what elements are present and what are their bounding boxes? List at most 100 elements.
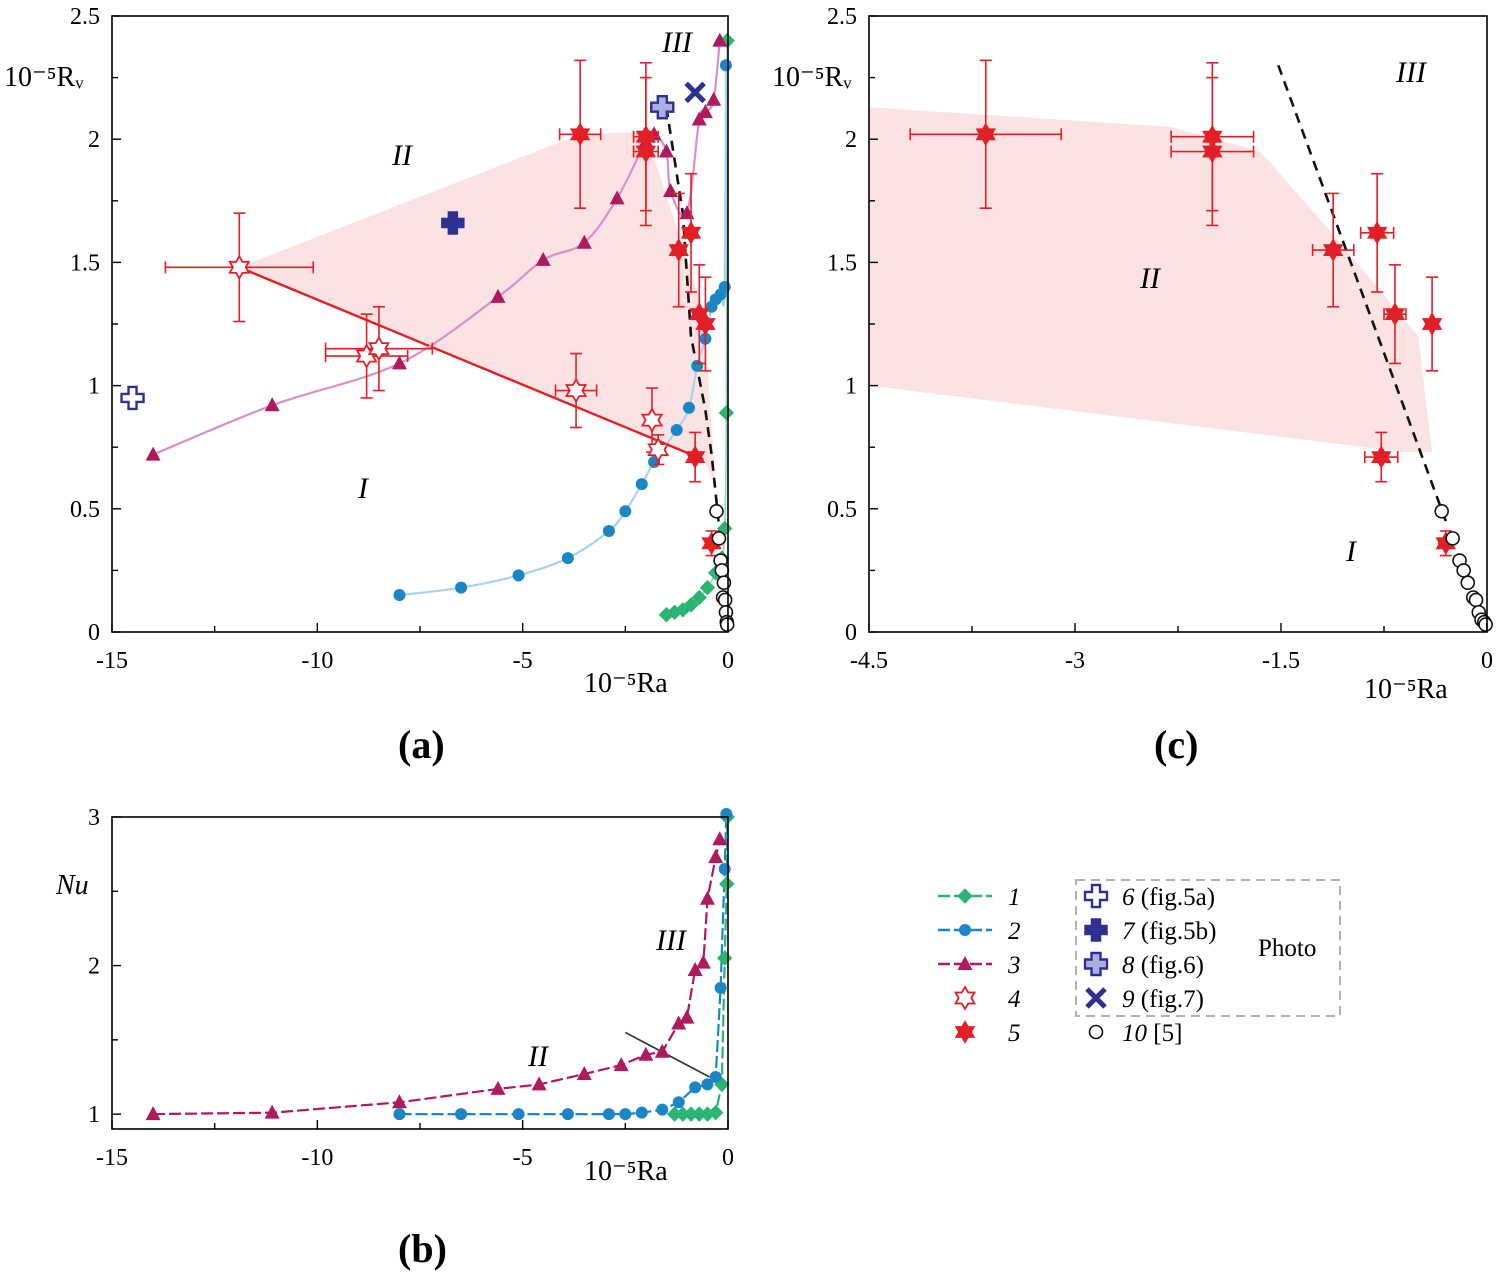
panel-a-ytick-label: 1: [88, 374, 100, 400]
panel-c-xtick-label: -4.5: [850, 648, 888, 674]
panel-a-series-4-point: [367, 335, 391, 362]
panel-c-series-10-point: [1460, 575, 1476, 591]
panel-b: Nu 10⁻⁵Ra II III (b) -15 -10 -5 0 1 2 3: [55, 805, 735, 1271]
panel-b-series-3-point: [638, 1046, 654, 1061]
panel-c-series-10-point: [1456, 563, 1471, 578]
panel-a-series-4-point: [228, 254, 251, 281]
panel-c-label: (c): [1154, 722, 1198, 767]
panel-c-series-10-point: [1445, 531, 1460, 546]
panel-c-series-5-point: [975, 122, 996, 147]
panel-a-xtick-label: 0: [722, 648, 734, 674]
diamond-line-icon: [957, 888, 973, 904]
panel-a-series-10-point: [714, 563, 730, 578]
panel-a-series-6-point: [120, 385, 145, 411]
panel-a-series-2-point: [635, 478, 648, 491]
panel-b-ytick-label: 1: [88, 1102, 100, 1128]
panel-a-series-5-point: [569, 122, 591, 147]
panel-a-series-4-point: [640, 407, 664, 433]
panel-a-boundary-line: [665, 107, 722, 534]
panel-a-ytick-label: 2: [88, 127, 100, 153]
panel-c-series-10-point: [1468, 592, 1484, 608]
panel-a-series-10-point: [709, 503, 724, 519]
open-star-icon: [953, 985, 977, 1011]
x-mark-icon: [1085, 987, 1107, 1009]
legend-item-3-label: 3: [1007, 952, 1021, 979]
panel-b-ylabel: Nu: [55, 870, 89, 901]
panel-a-series-3-point: [658, 143, 674, 158]
panel-b-ytick-label: 2: [88, 954, 100, 980]
filled-star-icon: [954, 1020, 976, 1044]
panel-a-xtick-label: -5: [513, 648, 533, 674]
panel-c-region-1: I: [1345, 535, 1358, 568]
legend-item-2-label: 2: [1008, 918, 1021, 945]
panel-a-series-3-point: [712, 32, 728, 47]
open-circle-icon: [1088, 1024, 1104, 1040]
panel-a-xlabel: 10⁻⁵Ra: [584, 668, 668, 699]
panel-b-series-2-point: [455, 1108, 468, 1121]
panel-a-series-1-point: [718, 404, 735, 421]
panel-c-series-10-point: [1434, 503, 1449, 519]
panel-b-xtick-label: -10: [301, 1145, 333, 1171]
panel-c-xtick-label: 0: [1481, 648, 1493, 674]
panel-a-series-10-point: [719, 617, 735, 632]
panel-a-series-1-point: [699, 579, 716, 596]
legend-item-9-label: 9 (fig.7): [1122, 986, 1204, 1013]
panel-c-region-3: III: [1395, 56, 1428, 89]
legend: Photo 1 2 3 4 5 6 (fig.5a) 7 (fig.5b) 8 (fig.6)…: [938, 879, 1341, 1047]
panel-b-series-2-point: [709, 1071, 722, 1083]
panel-b-series-3-point: [695, 954, 711, 969]
panel-a-series-3-point: [609, 190, 625, 205]
panel-a-ytick-label: 1.5: [70, 250, 100, 276]
panel-a-series-5-point: [680, 221, 702, 245]
panel-a-series-3-point: [490, 288, 506, 303]
panel-c-region-2: II: [1139, 262, 1162, 295]
panel-b-series-2-point: [619, 1108, 632, 1121]
panel-c-shaded-region: [869, 107, 1433, 453]
panel-a-fit-line: [238, 266, 704, 461]
panel-a-series-3-point: [663, 182, 679, 197]
panel-b-series-1-point: [717, 950, 733, 966]
legend-item-7-label: 7 (fig.5b): [1122, 918, 1216, 945]
panel-a-series-5-point: [635, 139, 657, 164]
panel-a-series-3-point: [576, 234, 592, 249]
panel-b-series-3-point: [687, 962, 703, 977]
panel-a-series-7-point: [441, 211, 465, 235]
panel-c-xtick-label: -3: [1065, 648, 1085, 674]
panel-a-series-2-point: [719, 59, 732, 72]
legend-item-8-label: 8 (fig.6): [1122, 952, 1204, 979]
panel-b-xtick-label: -5: [513, 1145, 533, 1171]
panel-b-series-2-point: [672, 1096, 685, 1109]
panel-b-series-3-point: [699, 890, 715, 905]
panel-a-region-3: III: [661, 26, 694, 59]
panel-b-region-2: II: [527, 1040, 550, 1073]
panel-b-series-3-point: [264, 1104, 280, 1119]
panel-a-series-2-point: [455, 581, 468, 594]
panel-b-series-2-point: [720, 808, 733, 821]
panel-a-series-3-point: [391, 355, 407, 370]
panel-c-ylabel: 10⁻⁵Rᵥ: [772, 62, 852, 93]
panel-b-series-2-point: [602, 1108, 615, 1121]
panel-b-series-1-point: [719, 876, 735, 892]
panel-b-series-2-point: [393, 1108, 406, 1121]
panel-c: 10⁻⁵Rᵥ 10⁻⁵Ra I II III (c) -4.5 -3 -1.5 0 0 0…: [772, 4, 1493, 767]
panel-c-series-10-point: [1478, 617, 1493, 632]
panel-b-series-2-point: [561, 1108, 574, 1121]
panel-c-series-5-point: [1366, 221, 1388, 245]
panel-a-series-1-point: [691, 589, 707, 606]
panel-a-ytick-label: 2.5: [70, 4, 100, 30]
panel-a-series-8-point-shape: [650, 94, 675, 120]
panel-a-ylabel: 10⁻⁵Rᵥ: [4, 62, 84, 93]
panel-b-series-2-point: [512, 1108, 525, 1121]
panel-a-series-2-point: [512, 569, 525, 582]
panel-a-series-5-point: [695, 312, 716, 336]
panel-a-series-4-point: [564, 377, 588, 404]
panel-c-series-5-point: [1421, 312, 1443, 336]
legend-item-6-label: 6 (fig.5a): [1122, 884, 1215, 911]
panel-a-series-2-point: [561, 552, 574, 565]
panel-b-series-3-point: [708, 849, 724, 864]
panel-a-series-2-point: [393, 589, 406, 602]
panel-b-series-3-line: [153, 839, 721, 1116]
panel-b-series-3-point: [145, 1106, 161, 1121]
panel-c-ytick-label: 1.5: [827, 250, 857, 276]
panel-a-series-2-point: [670, 423, 683, 436]
